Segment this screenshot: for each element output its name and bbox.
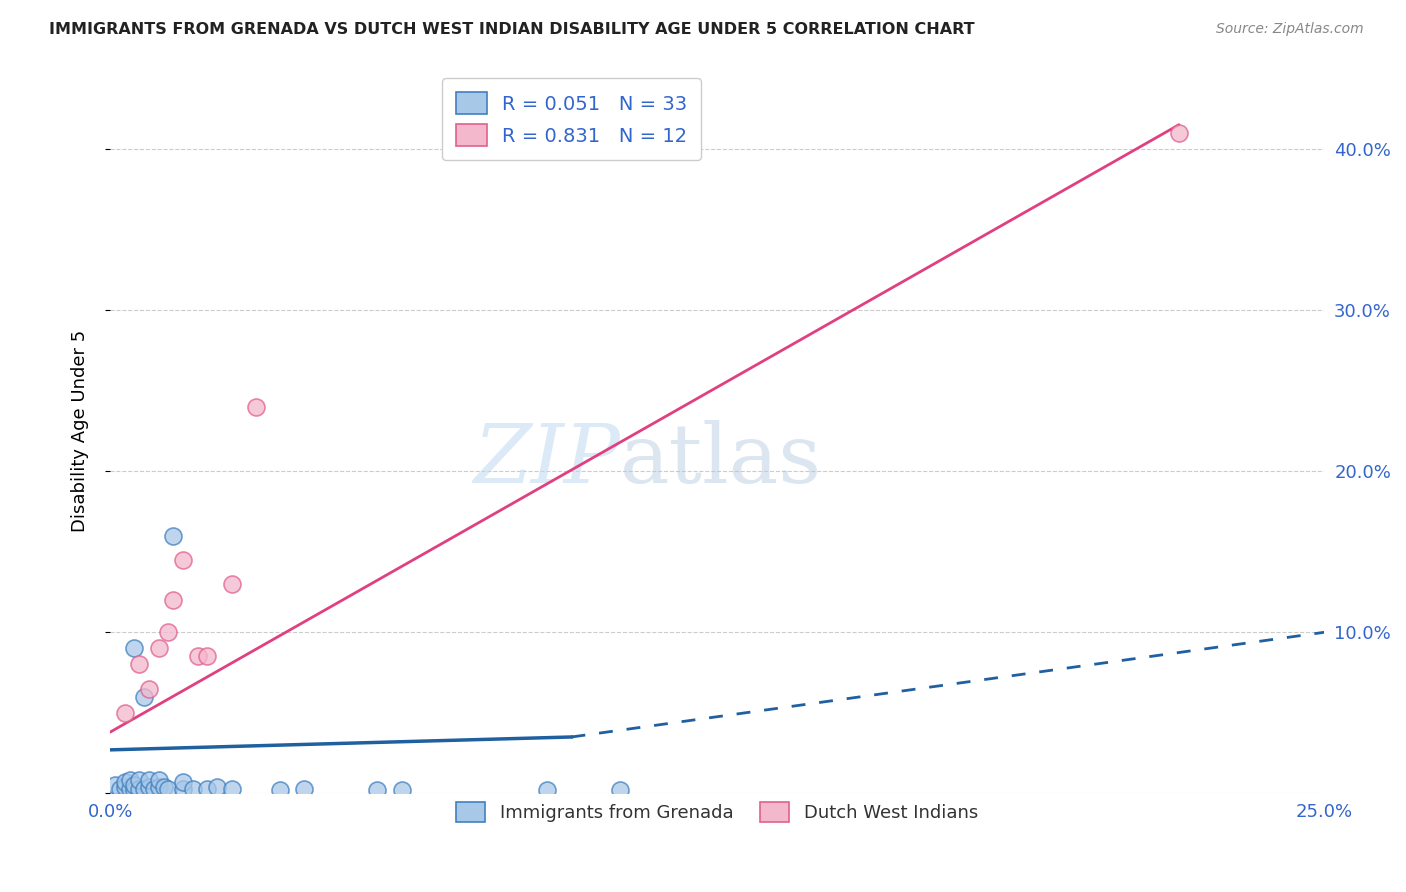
Point bbox=[366, 783, 388, 797]
Point bbox=[104, 778, 127, 792]
Point bbox=[142, 781, 165, 796]
Point bbox=[172, 781, 194, 796]
Point bbox=[245, 400, 267, 414]
Point bbox=[148, 780, 170, 794]
Legend: Immigrants from Grenada, Dutch West Indians: Immigrants from Grenada, Dutch West Indi… bbox=[444, 789, 991, 835]
Point bbox=[157, 625, 180, 640]
Point bbox=[138, 681, 160, 696]
Point bbox=[269, 783, 291, 797]
Point bbox=[221, 577, 243, 591]
Point bbox=[172, 553, 194, 567]
Y-axis label: Disability Age Under 5: Disability Age Under 5 bbox=[72, 330, 89, 532]
Text: ZIP: ZIP bbox=[474, 420, 620, 500]
Point bbox=[172, 775, 194, 789]
Point bbox=[221, 781, 243, 796]
Point bbox=[148, 773, 170, 788]
Point bbox=[128, 657, 150, 672]
Point bbox=[132, 690, 155, 704]
Point bbox=[162, 528, 184, 542]
Point bbox=[124, 778, 146, 792]
Point bbox=[195, 649, 218, 664]
Point bbox=[162, 593, 184, 607]
Point bbox=[292, 781, 315, 796]
Point bbox=[114, 706, 136, 720]
Point bbox=[132, 781, 155, 796]
Point bbox=[114, 775, 136, 789]
Point bbox=[138, 780, 160, 794]
Point bbox=[124, 783, 146, 797]
Point bbox=[157, 781, 180, 796]
Point bbox=[152, 780, 174, 794]
Point bbox=[128, 773, 150, 788]
Point bbox=[114, 780, 136, 794]
Point bbox=[138, 773, 160, 788]
Point bbox=[124, 641, 146, 656]
Point bbox=[536, 783, 558, 797]
Point bbox=[391, 783, 413, 797]
Point bbox=[186, 649, 208, 664]
Point bbox=[148, 641, 170, 656]
Point bbox=[128, 781, 150, 796]
Point bbox=[609, 783, 631, 797]
Point bbox=[181, 781, 204, 796]
Point bbox=[118, 781, 141, 796]
Point bbox=[118, 773, 141, 788]
Text: Source: ZipAtlas.com: Source: ZipAtlas.com bbox=[1216, 22, 1364, 37]
Point bbox=[205, 780, 228, 794]
Point bbox=[108, 781, 131, 796]
Text: IMMIGRANTS FROM GRENADA VS DUTCH WEST INDIAN DISABILITY AGE UNDER 5 CORRELATION : IMMIGRANTS FROM GRENADA VS DUTCH WEST IN… bbox=[49, 22, 974, 37]
Point bbox=[1167, 126, 1189, 140]
Text: atlas: atlas bbox=[620, 420, 823, 500]
Point bbox=[195, 781, 218, 796]
